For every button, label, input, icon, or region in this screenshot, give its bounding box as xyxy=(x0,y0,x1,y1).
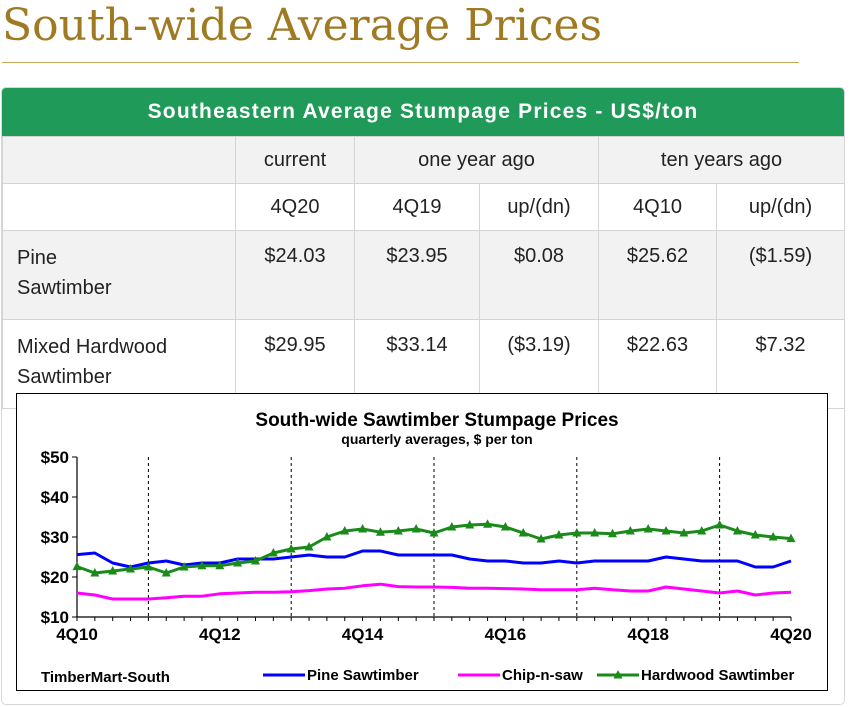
subheader-change-1yr: up/(dn) xyxy=(478,183,600,231)
legend-label: Hardwood Sawtimber xyxy=(641,667,795,684)
prices-table: current one year ago ten years ago 4Q20 … xyxy=(2,136,844,409)
data-point xyxy=(590,528,600,537)
page-title: South-wide Average Prices xyxy=(2,0,603,51)
data-point xyxy=(161,568,171,577)
data-point xyxy=(340,526,350,535)
data-point xyxy=(72,561,82,571)
data-point xyxy=(393,526,403,535)
row-label-line2: Sawtimber xyxy=(17,277,112,299)
subheader-4q19: 4Q19 xyxy=(354,183,480,231)
data-point xyxy=(465,520,475,529)
empty-header-cell xyxy=(2,136,236,184)
group-current: current xyxy=(235,136,355,184)
legend-marker xyxy=(613,670,623,679)
data-point xyxy=(375,527,385,536)
table-row: Pine Sawtimber $24.03 $23.95 $0.08 $25.6… xyxy=(2,230,844,320)
subheader-row: 4Q20 4Q19 up/(dn) 4Q10 up/(dn) xyxy=(2,183,844,231)
y-tick-label: $10 xyxy=(41,608,69,627)
data-point xyxy=(304,542,314,551)
title-divider xyxy=(2,62,799,63)
data-point xyxy=(572,528,582,537)
y-tick-label: $20 xyxy=(41,568,69,587)
data-point xyxy=(715,520,725,529)
data-point xyxy=(786,533,796,543)
data-point xyxy=(429,528,439,537)
subheader-change-10yr: up/(dn) xyxy=(716,183,844,231)
data-point xyxy=(643,524,653,533)
data-point xyxy=(197,560,207,570)
legend-label: Chip-n-saw xyxy=(502,667,583,684)
data-point xyxy=(697,526,707,535)
y-tick-label: $50 xyxy=(41,448,69,467)
data-point xyxy=(126,564,136,573)
data-point xyxy=(483,519,493,528)
data-point xyxy=(679,528,689,537)
table-cell: $25.62 xyxy=(598,230,718,320)
data-point xyxy=(732,526,742,535)
row-label-line1: Pine xyxy=(17,247,58,269)
y-tick-label: $40 xyxy=(41,488,69,507)
y-tick-label: $30 xyxy=(41,528,69,547)
data-point xyxy=(215,560,225,570)
chart-frame: South-wide Sawtimber Stumpage Prices qua… xyxy=(16,393,828,691)
series-line xyxy=(76,582,792,601)
data-point xyxy=(90,568,100,577)
data-point xyxy=(554,530,564,539)
data-point xyxy=(322,532,332,541)
table-cell: $0.08 xyxy=(478,230,600,320)
data-point xyxy=(750,530,760,539)
group-one-year-ago: one year ago xyxy=(353,136,600,184)
table-cell: $24.03 xyxy=(235,230,355,320)
data-point xyxy=(358,524,368,533)
data-point xyxy=(411,524,421,533)
subheader-4q10: 4Q10 xyxy=(598,183,718,231)
table-header: Southeastern Average Stumpage Prices - U… xyxy=(2,88,844,136)
series-line xyxy=(76,549,792,569)
data-point xyxy=(108,566,118,575)
data-point xyxy=(536,534,546,543)
data-point xyxy=(179,562,189,571)
data-point xyxy=(768,532,778,541)
legend-label: Pine Sawtimber xyxy=(307,667,419,684)
x-tick-label: 4Q16 xyxy=(485,625,527,644)
data-point xyxy=(268,548,278,557)
data-point xyxy=(447,522,457,531)
x-tick-label: 4Q10 xyxy=(56,625,98,644)
x-tick-label: 4Q14 xyxy=(342,625,384,644)
data-point xyxy=(608,528,617,538)
row-label-line1: Mixed Hardwood xyxy=(17,336,168,358)
empty-subheader-cell xyxy=(2,183,236,231)
data-point xyxy=(233,558,243,567)
x-tick-label: 4Q12 xyxy=(199,625,241,644)
data-point xyxy=(143,562,153,571)
subheader-4q20: 4Q20 xyxy=(235,183,355,231)
group-header-row: current one year ago ten years ago xyxy=(2,136,844,184)
data-point xyxy=(661,526,671,535)
x-tick-label: 4Q20 xyxy=(770,625,812,644)
chart-title: South-wide Sawtimber Stumpage Prices xyxy=(255,410,618,431)
data-point xyxy=(251,556,260,565)
sawtimber-price-chart: South-wide Sawtimber Stumpage Prices qua… xyxy=(41,410,812,686)
data-point xyxy=(518,528,528,537)
chart-subtitle: quarterly averages, $ per ton xyxy=(341,431,532,447)
table-cell: ($1.59) xyxy=(716,230,844,320)
chart-source: TimberMart-South xyxy=(41,669,170,686)
table-cell: $23.95 xyxy=(354,230,480,320)
x-tick-label: 4Q18 xyxy=(627,625,669,644)
data-point xyxy=(500,522,510,531)
row-label: Pine Sawtimber xyxy=(2,230,236,320)
group-ten-years-ago: ten years ago xyxy=(598,136,844,184)
data-point xyxy=(625,526,635,535)
row-label-line2: Sawtimber xyxy=(17,366,112,388)
data-point xyxy=(286,544,296,553)
